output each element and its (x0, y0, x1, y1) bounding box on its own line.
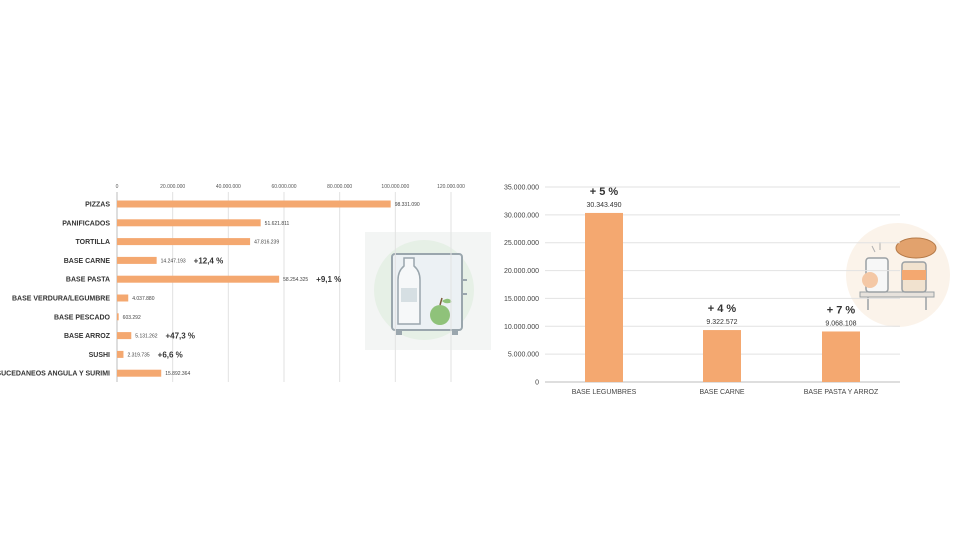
value-label: 9.068.108 (825, 320, 856, 327)
pantry-icon (846, 223, 950, 327)
y-tick-label: 10.000.000 (504, 324, 539, 331)
value-label: 30.343.490 (586, 202, 621, 209)
bar (117, 275, 280, 283)
category-label: BASE ARROZ (64, 333, 111, 340)
category-label: BASE LEGUMBRES (572, 389, 637, 396)
category-label: TORTILLA (76, 239, 110, 246)
y-tick-label: 35.000.000 (504, 185, 539, 192)
change-label: +47,3 % (165, 332, 195, 341)
category-label: BASE PESCADO (54, 314, 111, 321)
category-label: BASE CARNE (64, 258, 111, 265)
y-tick-label: 20.000.000 (504, 268, 539, 275)
bar (822, 331, 860, 382)
bar (117, 219, 261, 227)
x-tick-label: 0 (116, 184, 119, 190)
bar (117, 350, 124, 358)
y-tick-label: 15.000.000 (504, 296, 539, 303)
bar (117, 332, 132, 340)
category-label: SUCEDANEOS ANGULA Y SURIMI (0, 371, 110, 378)
bar (585, 212, 623, 382)
y-tick-label: 30.000.000 (504, 212, 539, 219)
category-label: PIZZAS (85, 202, 110, 209)
horizontal-bar-chart: 0 20.000.000 40.000.000 60.000.000 80.000.00… (0, 184, 465, 382)
value-label: 9.322.572 (706, 319, 737, 326)
value-label: 4.037.880 (132, 296, 154, 302)
bar (703, 330, 741, 382)
bar (117, 369, 162, 377)
bar (117, 294, 129, 302)
y-tick-label: 25.000.000 (504, 240, 539, 247)
bar (117, 313, 119, 321)
bar (117, 256, 157, 264)
y-tick-label: 0 (535, 380, 539, 387)
change-label: + 4 % (708, 303, 737, 315)
x-tick-label: 20.000.000 (160, 184, 185, 190)
value-label: 5.131.262 (135, 334, 157, 340)
bar (117, 238, 251, 246)
x-tick-label: 120.000.000 (437, 184, 465, 190)
value-label: 98.331.090 (395, 202, 420, 208)
value-label: 58.254.325 (283, 277, 308, 283)
change-label: + 5 % (590, 186, 619, 198)
category-label: BASE PASTA (66, 277, 110, 284)
value-label: 47.816.239 (254, 240, 279, 246)
y-tick-label: 5.000.000 (508, 352, 539, 359)
change-label: +6,6 % (158, 350, 183, 359)
x-tick-label: 40.000.000 (216, 184, 241, 190)
bar (117, 200, 391, 208)
category-label: BASE CARNE (699, 389, 744, 396)
value-label: 14.247.193 (161, 258, 186, 264)
change-label: +12,4 % (194, 256, 224, 265)
x-tick-label: 80.000.000 (327, 184, 352, 190)
x-tick-label: 60.000.000 (271, 184, 296, 190)
change-label: + 7 % (827, 304, 856, 316)
value-label: 15.892.364 (165, 371, 190, 377)
change-label: +9,1 % (316, 275, 341, 284)
refrigerator-icon (365, 232, 491, 350)
value-label: 603.292 (123, 315, 141, 321)
category-label: PANIFICADOS (62, 220, 110, 227)
value-label: 2.319.735 (127, 352, 149, 358)
value-label: 51.621.811 (265, 221, 290, 227)
x-tick-label: 100.000.000 (381, 184, 409, 190)
vertical-bar-chart: 0 5.000.000 10.000.000 15.000.000 20.000.000… (504, 185, 900, 396)
category-label: BASE PASTA Y ARROZ (804, 389, 879, 396)
category-label: BASE VERDURA/LEGUMBRE (12, 296, 110, 303)
category-label: SUSHI (89, 352, 110, 359)
